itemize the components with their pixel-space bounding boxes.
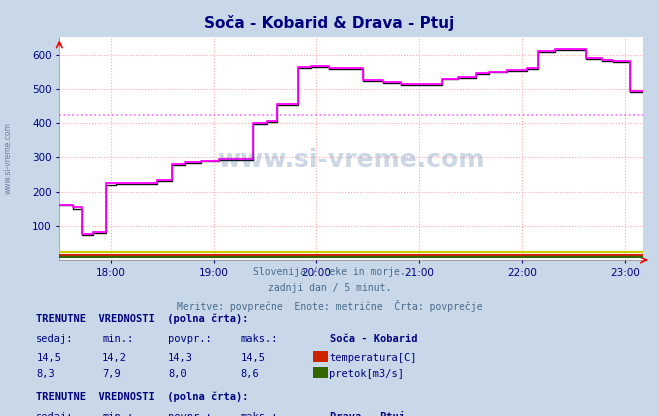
Text: 14,2: 14,2: [102, 353, 127, 363]
Text: 8,0: 8,0: [168, 369, 186, 379]
Text: www.si-vreme.com: www.si-vreme.com: [3, 122, 13, 194]
Text: 14,5: 14,5: [241, 353, 266, 363]
Text: sedaj:: sedaj:: [36, 412, 74, 416]
Text: www.si-vreme.com: www.si-vreme.com: [217, 148, 484, 172]
Text: maks.:: maks.:: [241, 412, 278, 416]
Text: povpr.:: povpr.:: [168, 412, 212, 416]
Text: Slovenija / reke in morje.
zadnji dan / 5 minut.
Meritve: povprečne  Enote: metr: Slovenija / reke in morje. zadnji dan / …: [177, 267, 482, 312]
Text: TRENUTNE  VREDNOSTI  (polna črta):: TRENUTNE VREDNOSTI (polna črta):: [36, 314, 248, 324]
Text: 14,5: 14,5: [36, 353, 61, 363]
Text: maks.:: maks.:: [241, 334, 278, 344]
Text: sedaj:: sedaj:: [36, 334, 74, 344]
Text: Drava - Ptuj: Drava - Ptuj: [330, 411, 405, 416]
Text: temperatura[C]: temperatura[C]: [330, 353, 417, 363]
Text: povpr.:: povpr.:: [168, 334, 212, 344]
Text: Soča - Kobarid: Soča - Kobarid: [330, 334, 417, 344]
Text: pretok[m3/s]: pretok[m3/s]: [330, 369, 405, 379]
Text: min.:: min.:: [102, 412, 133, 416]
Text: min.:: min.:: [102, 334, 133, 344]
Text: 8,3: 8,3: [36, 369, 55, 379]
Text: 7,9: 7,9: [102, 369, 121, 379]
Text: Soča - Kobarid & Drava - Ptuj: Soča - Kobarid & Drava - Ptuj: [204, 15, 455, 30]
Text: TRENUTNE  VREDNOSTI  (polna črta):: TRENUTNE VREDNOSTI (polna črta):: [36, 391, 248, 402]
Text: 8,6: 8,6: [241, 369, 259, 379]
Text: 14,3: 14,3: [168, 353, 193, 363]
